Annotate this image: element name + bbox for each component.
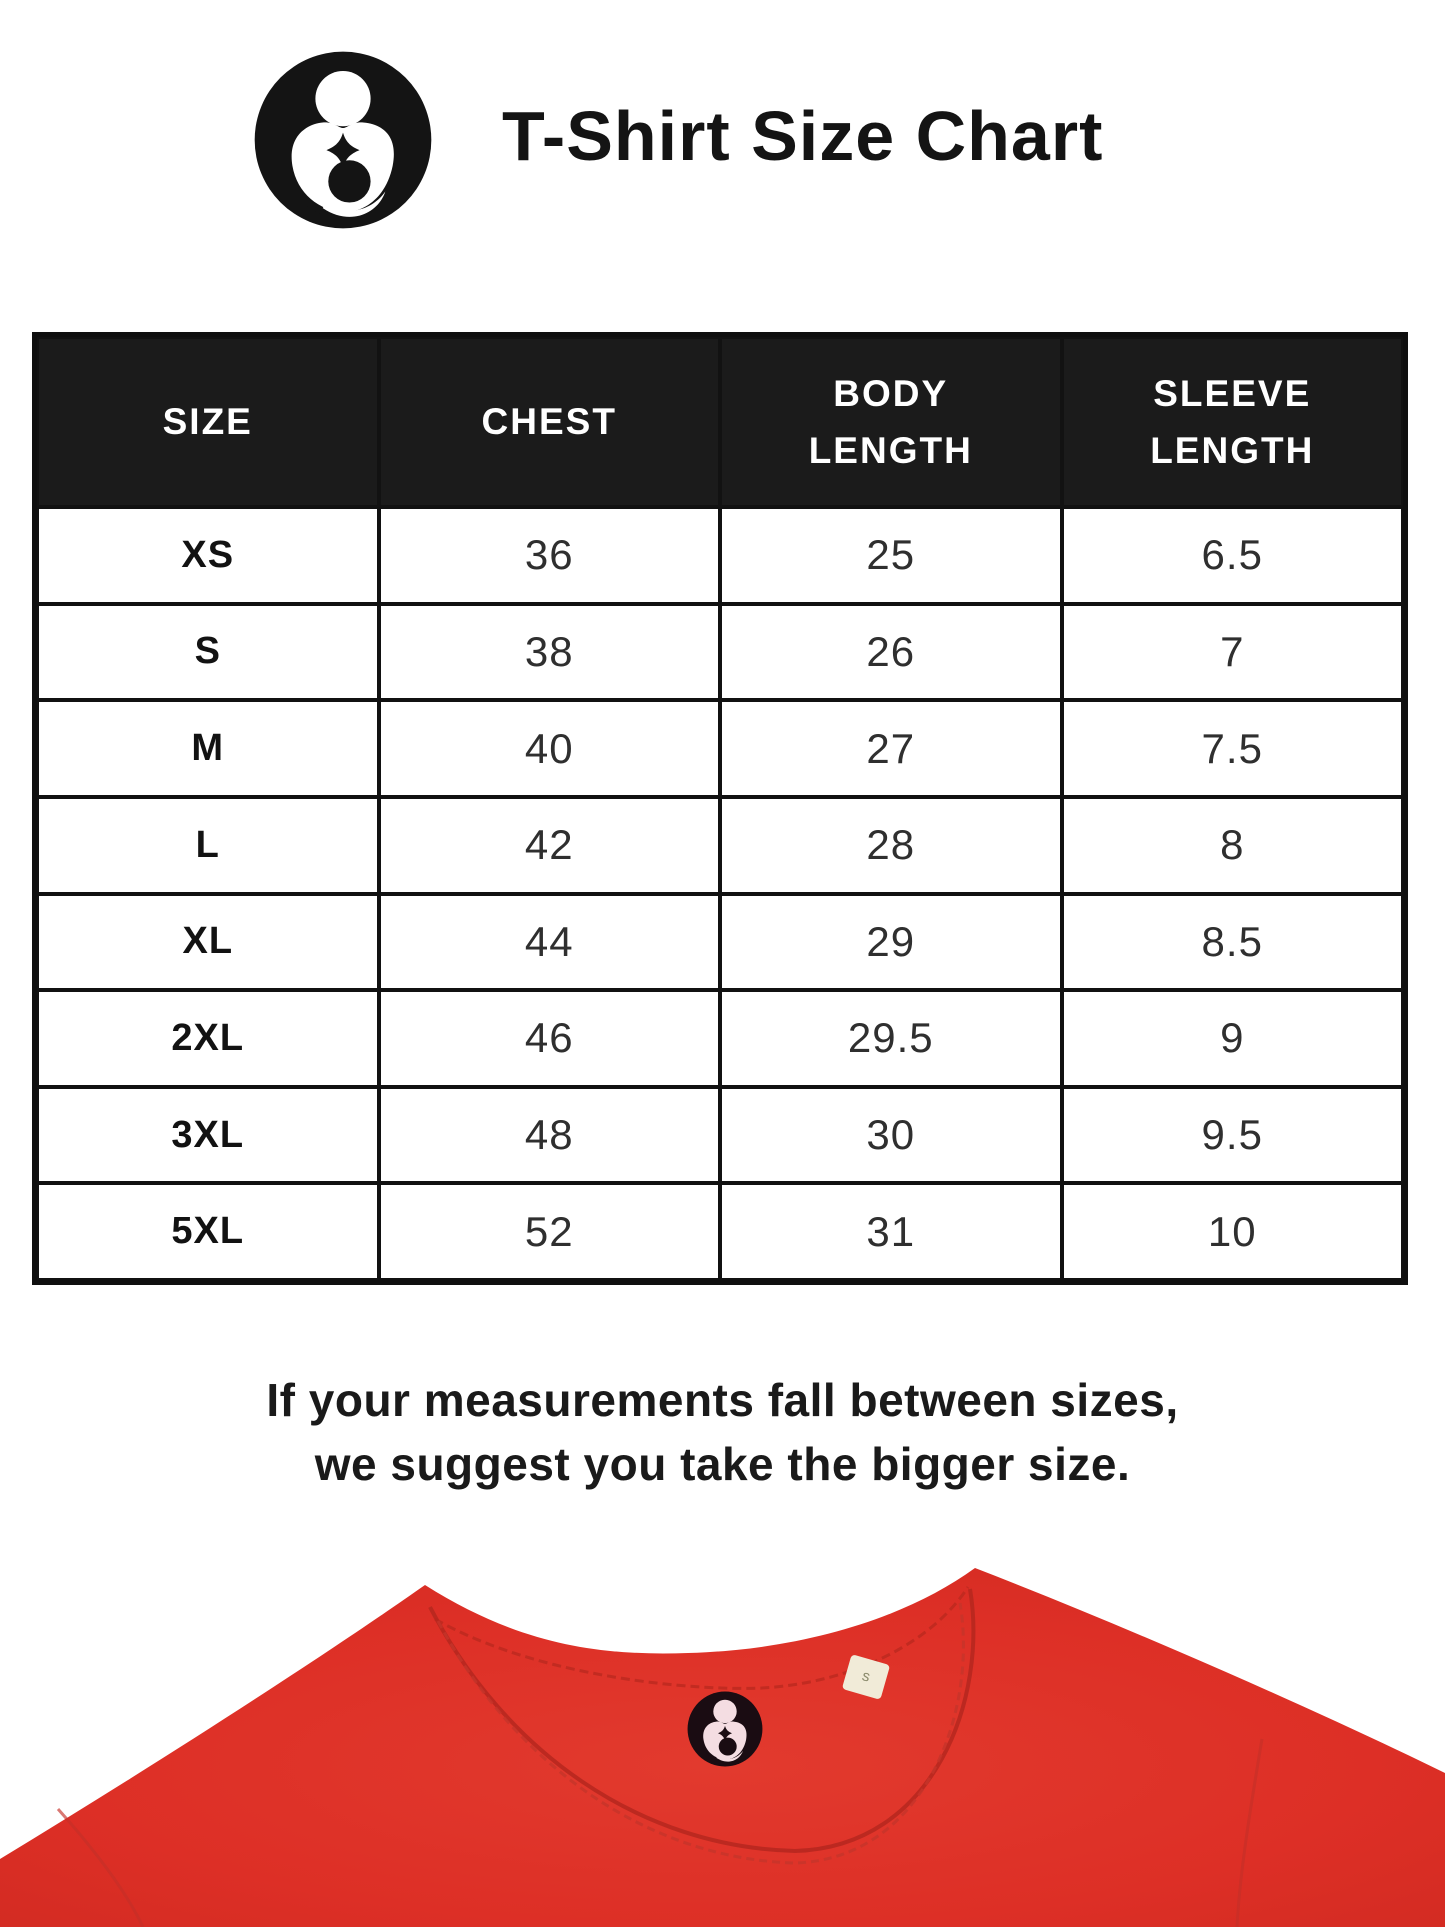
row-s-sleeve-length: 7 [1061, 603, 1403, 701]
row-xs-size: XS [37, 507, 379, 604]
row-l-size: L [37, 796, 379, 894]
row-s-size: S [37, 603, 379, 701]
brand-logo-icon [254, 51, 432, 229]
row-3xl-size: 3XL [37, 1086, 379, 1184]
row-5xl-sleeve-length: 10 [1061, 1183, 1403, 1280]
row-2xl-sleeve-length: 9 [1061, 990, 1403, 1087]
page-title: T-Shirt Size Chart [502, 97, 1104, 175]
row-l-body-length: 28 [720, 796, 1062, 894]
row-5xl-body-length: 31 [720, 1183, 1062, 1280]
row-m-body-length: 27 [720, 700, 1062, 797]
row-l-chest: 42 [378, 796, 720, 894]
row-xl-sleeve-length: 8.5 [1061, 893, 1403, 991]
row-3xl-sleeve-length: 9.5 [1061, 1086, 1403, 1184]
col-header-chest: CHEST [378, 337, 720, 507]
col-header-size: SIZE [37, 337, 379, 507]
col-header-sleeve-length: SLEEVE LENGTH [1061, 337, 1403, 507]
size-table: SIZE CHEST BODY LENGTH SLEEVE LENGTH XS … [32, 332, 1408, 1285]
tshirt-photo: s [0, 1568, 1445, 1927]
front-scoop-seam-outer [428, 1588, 976, 1854]
row-xl-chest: 44 [378, 893, 720, 991]
col-header-body-length: BODY LENGTH [720, 337, 1062, 507]
row-xl-body-length: 29 [720, 893, 1062, 991]
row-m-size: M [37, 700, 379, 797]
row-m-chest: 40 [378, 700, 720, 797]
sizing-note-line1: If your measurements fall between sizes, [266, 1374, 1179, 1426]
row-l-sleeve-length: 8 [1061, 796, 1403, 894]
row-s-body-length: 26 [720, 603, 1062, 701]
left-sleeve-seam [56, 1807, 145, 1927]
row-xs-chest: 36 [378, 507, 720, 604]
row-s-chest: 38 [378, 603, 720, 701]
collar-brand-label-icon [687, 1691, 763, 1767]
row-5xl-size: 5XL [37, 1183, 379, 1280]
sizing-note-line2: we suggest you take the bigger size. [314, 1438, 1131, 1490]
row-m-sleeve-length: 7.5 [1061, 700, 1403, 797]
row-5xl-chest: 52 [378, 1183, 720, 1280]
row-xl-size: XL [37, 893, 379, 991]
right-sleeve-seam [1235, 1738, 1264, 1927]
sizing-note: If your measurements fall between sizes,… [0, 1368, 1445, 1496]
row-2xl-chest: 46 [378, 990, 720, 1087]
row-2xl-body-length: 29.5 [720, 990, 1062, 1087]
size-tag-letter: s [860, 1667, 872, 1685]
row-3xl-body-length: 30 [720, 1086, 1062, 1184]
row-xs-body-length: 25 [720, 507, 1062, 604]
row-3xl-chest: 48 [378, 1086, 720, 1184]
collar-size-tag: s [842, 1655, 890, 1699]
row-2xl-size: 2XL [37, 990, 379, 1087]
row-xs-sleeve-length: 6.5 [1061, 507, 1403, 604]
